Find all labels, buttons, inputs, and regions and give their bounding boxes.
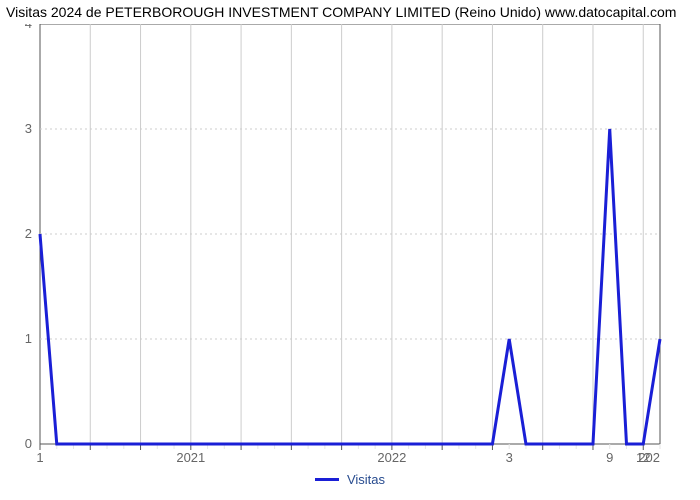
svg-text:9: 9 bbox=[606, 450, 613, 465]
svg-text:1: 1 bbox=[36, 450, 43, 465]
svg-text:3: 3 bbox=[25, 121, 32, 136]
svg-text:2021: 2021 bbox=[176, 450, 205, 465]
legend-swatch bbox=[315, 478, 339, 481]
chart-title: Visitas 2024 de PETERBOROUGH INVESTMENT … bbox=[6, 4, 676, 20]
svg-text:4: 4 bbox=[25, 24, 32, 31]
svg-text:0: 0 bbox=[25, 436, 32, 451]
legend: Visitas bbox=[0, 472, 700, 487]
svg-text:3: 3 bbox=[506, 450, 513, 465]
svg-text:2: 2 bbox=[25, 226, 32, 241]
line-chart: 012341202120223912202 bbox=[10, 24, 670, 476]
svg-text:2022: 2022 bbox=[377, 450, 406, 465]
legend-label: Visitas bbox=[347, 472, 385, 487]
svg-text:1: 1 bbox=[25, 331, 32, 346]
svg-text:202: 202 bbox=[638, 450, 660, 465]
